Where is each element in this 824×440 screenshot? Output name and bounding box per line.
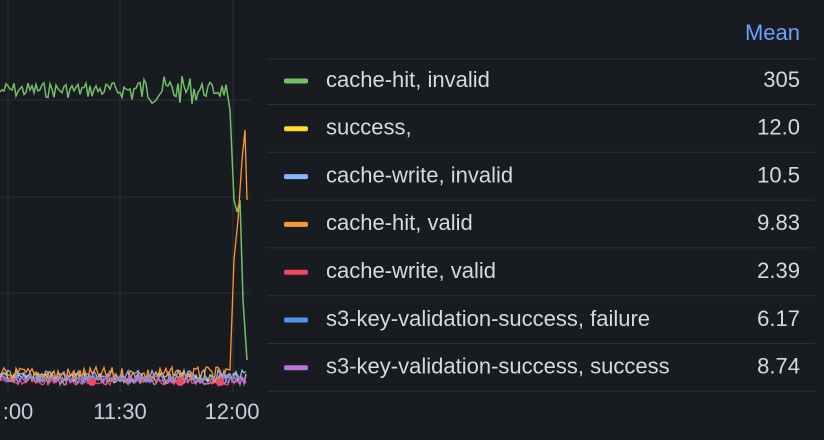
x-tick-label: :00: [3, 399, 34, 424]
legend-name: cache-hit, invalid: [326, 67, 490, 92]
legend-name: s3-key-validation-success, failure: [326, 306, 650, 331]
legend-mean: 9.83: [757, 210, 800, 235]
x-tick-label: 11:30: [93, 399, 146, 424]
plot-lines: [0, 76, 248, 388]
x-tick-label: 12:00: [204, 399, 259, 424]
legend-swatch: [284, 221, 308, 227]
legend-swatch: [284, 317, 308, 323]
legend-header: Mean: [745, 20, 800, 45]
x-axis: :00 11:30 12:00: [3, 399, 260, 424]
legend-mean: 6.17: [757, 306, 800, 331]
legend-swatch: [284, 365, 308, 371]
legend-swatch: [284, 126, 308, 132]
grid: [0, 0, 250, 392]
legend-swatch: [284, 78, 308, 84]
legend-mean: 10.5: [757, 162, 800, 187]
legend-mean: 12.0: [757, 115, 800, 140]
legend-name: cache-write, valid: [326, 258, 496, 283]
marker: [176, 378, 184, 386]
legend-swatch: [284, 269, 308, 275]
legend: cache-hit, invalid 305 success, 12.0 cache-w…: [267, 58, 815, 392]
legend-name: s3-key-validation-success, success: [326, 354, 670, 379]
legend-mean: 8.74: [757, 354, 800, 379]
legend-name: cache-write, invalid: [326, 162, 513, 187]
marker: [216, 378, 224, 386]
marker: [88, 378, 96, 386]
legend-mean: 305: [763, 67, 800, 92]
legend-swatch: [284, 174, 308, 180]
legend-name: success,: [326, 115, 412, 140]
trace: [0, 76, 248, 361]
legend-mean: 2.39: [757, 258, 800, 283]
legend-name: cache-hit, valid: [326, 210, 473, 235]
trace: [0, 373, 247, 388]
